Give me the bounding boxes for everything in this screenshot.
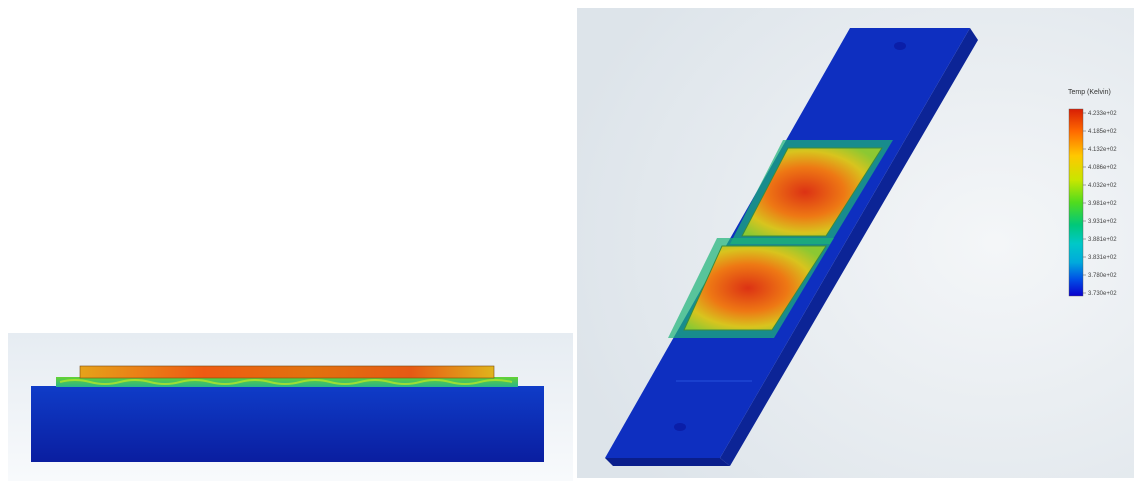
side-view-contact-ripple [59,379,513,385]
legend-tick-label: 4.233e+02 [1088,111,1117,117]
legend-tick-label: 4.132e+02 [1088,147,1117,153]
side-view-base-plate [31,386,544,462]
plate-right-face [720,28,978,466]
legend-tick-label: 3.931e+02 [1088,219,1117,225]
bottom-mounting-hole [674,423,686,431]
legend-tick-label: 4.032e+02 [1088,183,1117,189]
legend-tick-label: 3.780e+02 [1088,273,1117,279]
side-view [8,333,573,481]
top-mounting-hole [894,42,906,50]
legend-tick-label: 3.730e+02 [1088,291,1117,297]
isometric-view: Temp (Kelvin) 4.233e+02 4.185e+02 4.132e+0… [577,8,1134,478]
lower-heat-pad [683,245,827,331]
legend-tick-label: 4.185e+02 [1088,129,1117,135]
legend-tick-label: 3.881e+02 [1088,237,1117,243]
temperature-legend: Temp (Kelvin) 4.233e+02 4.185e+02 4.132e+0… [1068,89,1117,297]
upper-heat-pad [741,147,883,237]
legend-title: Temp (Kelvin) [1068,89,1111,96]
legend-tick-labels: 4.233e+02 4.185e+02 4.132e+02 4.086e+02 4.03… [1083,111,1117,297]
legend-tick-label: 4.086e+02 [1088,165,1117,171]
side-view-middle-layer [56,377,518,387]
legend-color-bar [1068,108,1084,297]
legend-tick-label: 3.831e+02 [1088,255,1117,261]
side-view-top-component [79,365,495,379]
legend-tick-label: 3.981e+02 [1088,201,1117,207]
plate-side-face [605,458,730,466]
